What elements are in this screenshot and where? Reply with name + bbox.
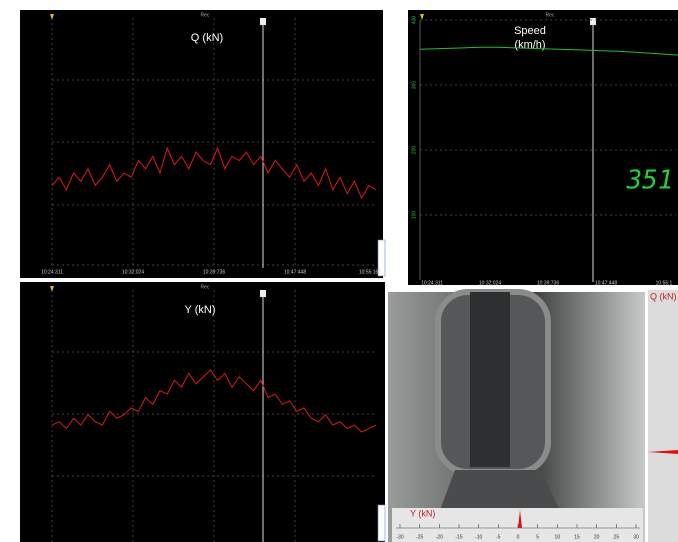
- q-grid: [51, 18, 376, 266]
- scale-label: 25: [614, 534, 620, 540]
- scale-label: 30: [633, 534, 639, 540]
- cursor-handle[interactable]: [260, 18, 266, 25]
- scale-label: -25: [416, 534, 423, 540]
- speed-trace: [419, 46, 678, 56]
- scale-label: -15: [455, 534, 462, 540]
- signal-trace: [51, 146, 377, 200]
- scale-label: 0: [517, 534, 520, 540]
- x-tick-label: 10:24:311: [421, 280, 443, 286]
- y-indicator: [518, 510, 522, 528]
- scale-label: 5: [536, 534, 539, 540]
- scroll-control[interactable]: [377, 239, 386, 277]
- marker: [420, 14, 424, 20]
- x-tick-label: 10:47:448: [284, 269, 306, 275]
- x-tick-label: 10:32:024: [122, 269, 144, 275]
- scale-label: -10: [475, 534, 482, 540]
- y-grid: [51, 290, 376, 542]
- x-tick-label: 10:39:736: [537, 280, 559, 286]
- scale-label: 10: [555, 534, 561, 540]
- speed-title: Speed: [514, 25, 546, 37]
- y-gauge: [392, 508, 643, 542]
- y-gauge-scale: -30 -25 -20 -15 -10 -5 0 5 10 15 20 25 30: [396, 510, 639, 540]
- scale-label: 15: [574, 534, 580, 540]
- y-tick-label: 200: [411, 146, 417, 155]
- q-title: Q (kN): [191, 32, 223, 44]
- x-tick-label: 10:47:448: [595, 280, 617, 286]
- y-tick-label: 100: [411, 211, 417, 220]
- signal-trace: [51, 369, 377, 433]
- scale-label: 20: [594, 534, 600, 540]
- x-tick-label: 10:39:736: [203, 269, 225, 275]
- q-gauge-label: Q (kN): [650, 291, 677, 301]
- y-tick-label: 400: [411, 16, 417, 25]
- x-tick-label: 10:32:024: [479, 280, 501, 286]
- x-tick-label: 10:55:161: [359, 269, 381, 275]
- q-gauge: [648, 290, 678, 542]
- y-title: Y (kN): [185, 304, 216, 316]
- wheel-flange: [470, 292, 510, 467]
- rec-label: Rec: [201, 12, 210, 18]
- scale-label: -20: [436, 534, 443, 540]
- y-gauge-label: Y (kN): [410, 508, 435, 518]
- cursor-handle[interactable]: [260, 290, 266, 297]
- cursor-handle[interactable]: [590, 18, 596, 25]
- x-tick-label: 10:24:311: [41, 269, 63, 275]
- rec-label: Rec: [546, 12, 555, 18]
- q-indicator: [648, 450, 678, 454]
- x-tick-label: 10:55:1: [656, 280, 673, 286]
- y-panel: [20, 282, 385, 542]
- q-panel: [20, 10, 383, 278]
- speed-plot: 400 300 200 100: [411, 16, 678, 220]
- speed-readout: 351: [626, 166, 674, 196]
- scale-label: -5: [496, 534, 501, 540]
- speed-panel: [408, 10, 678, 285]
- y-tick-label: 300: [411, 81, 417, 90]
- rail: [440, 470, 560, 510]
- rec-label: Rec: [201, 284, 210, 290]
- marker: [50, 286, 54, 292]
- scale-label: -30: [396, 534, 403, 540]
- marker: [50, 14, 54, 20]
- scroll-control[interactable]: [377, 504, 386, 542]
